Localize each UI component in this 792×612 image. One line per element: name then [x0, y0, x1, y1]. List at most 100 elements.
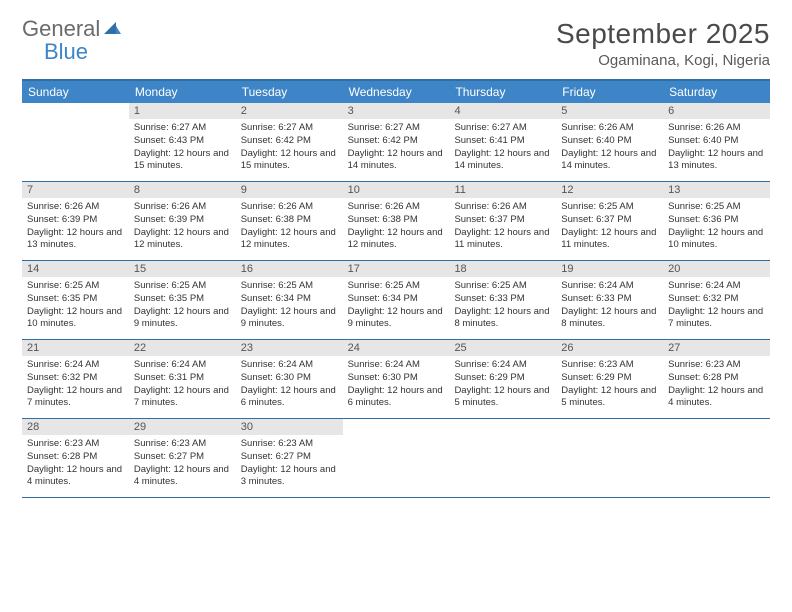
day-body: Sunrise: 6:27 AMSunset: 6:42 PMDaylight:…: [236, 119, 343, 178]
day-cell: 26Sunrise: 6:23 AMSunset: 6:29 PMDayligh…: [556, 340, 663, 418]
daylight-line: Daylight: 12 hours and 10 minutes.: [668, 227, 765, 253]
day-cell: 10Sunrise: 6:26 AMSunset: 6:38 PMDayligh…: [343, 182, 450, 260]
header: General Blue September 2025 Ogaminana, K…: [22, 18, 770, 69]
sunset-line: Sunset: 6:37 PM: [561, 214, 658, 227]
day-number: 29: [129, 419, 236, 435]
day-body: Sunrise: 6:24 AMSunset: 6:30 PMDaylight:…: [343, 356, 450, 415]
sunset-line: Sunset: 6:38 PM: [241, 214, 338, 227]
sunset-line: Sunset: 6:39 PM: [134, 214, 231, 227]
sunrise-line: Sunrise: 6:26 AM: [27, 201, 124, 214]
day-number: 12: [556, 182, 663, 198]
day-body: Sunrise: 6:25 AMSunset: 6:35 PMDaylight:…: [129, 277, 236, 336]
sunrise-line: Sunrise: 6:24 AM: [454, 359, 551, 372]
sunrise-line: Sunrise: 6:25 AM: [134, 280, 231, 293]
daylight-line: Daylight: 12 hours and 9 minutes.: [348, 306, 445, 332]
day-body: Sunrise: 6:26 AMSunset: 6:38 PMDaylight:…: [343, 198, 450, 257]
sunset-line: Sunset: 6:31 PM: [134, 372, 231, 385]
daylight-line: Daylight: 12 hours and 7 minutes.: [668, 306, 765, 332]
daylight-line: Daylight: 12 hours and 6 minutes.: [348, 385, 445, 411]
daylight-line: Daylight: 12 hours and 15 minutes.: [241, 148, 338, 174]
sunrise-line: Sunrise: 6:25 AM: [668, 201, 765, 214]
sunset-line: Sunset: 6:28 PM: [668, 372, 765, 385]
daylight-line: Daylight: 12 hours and 7 minutes.: [27, 385, 124, 411]
day-number: 11: [449, 182, 556, 198]
day-cell: 23Sunrise: 6:24 AMSunset: 6:30 PMDayligh…: [236, 340, 343, 418]
sunset-line: Sunset: 6:42 PM: [348, 135, 445, 148]
sunrise-line: Sunrise: 6:26 AM: [134, 201, 231, 214]
sunset-line: Sunset: 6:43 PM: [134, 135, 231, 148]
sunrise-line: Sunrise: 6:23 AM: [561, 359, 658, 372]
sunrise-line: Sunrise: 6:23 AM: [134, 438, 231, 451]
sunrise-line: Sunrise: 6:24 AM: [668, 280, 765, 293]
month-title: September 2025: [556, 18, 770, 50]
day-number: 2: [236, 103, 343, 119]
day-cell: 24Sunrise: 6:24 AMSunset: 6:30 PMDayligh…: [343, 340, 450, 418]
daylight-line: Daylight: 12 hours and 13 minutes.: [668, 148, 765, 174]
day-number: 25: [449, 340, 556, 356]
daylight-line: Daylight: 12 hours and 12 minutes.: [241, 227, 338, 253]
day-cell: 6Sunrise: 6:26 AMSunset: 6:40 PMDaylight…: [663, 103, 770, 181]
day-number: 26: [556, 340, 663, 356]
sunrise-line: Sunrise: 6:24 AM: [27, 359, 124, 372]
day-cell: 3Sunrise: 6:27 AMSunset: 6:42 PMDaylight…: [343, 103, 450, 181]
day-body: Sunrise: 6:24 AMSunset: 6:30 PMDaylight:…: [236, 356, 343, 415]
daylight-line: Daylight: 12 hours and 5 minutes.: [454, 385, 551, 411]
week-row: 1 Sunrise: 6:27 AMSunset: 6:43 PM Daylight…: [22, 103, 770, 182]
day-number: 16: [236, 261, 343, 277]
sunset-line: Sunset: 6:39 PM: [27, 214, 124, 227]
day-cell: 25Sunrise: 6:24 AMSunset: 6:29 PMDayligh…: [449, 340, 556, 418]
daylight-line: Daylight: 12 hours and 5 minutes.: [561, 385, 658, 411]
brand-line2: Blue: [22, 39, 88, 64]
day-cell: 12Sunrise: 6:25 AMSunset: 6:37 PMDayligh…: [556, 182, 663, 260]
sunset-line: Sunset: 6:29 PM: [454, 372, 551, 385]
day-number: 15: [129, 261, 236, 277]
sunset-line: Sunset: 6:37 PM: [454, 214, 551, 227]
day-number: 6: [663, 103, 770, 119]
dow-wed: Wednesday: [343, 81, 450, 103]
daylight-line: Daylight: 12 hours and 8 minutes.: [561, 306, 658, 332]
sunrise-line: Sunrise: 6:25 AM: [454, 280, 551, 293]
day-number: 17: [343, 261, 450, 277]
daylight-line: Daylight: 12 hours and 12 minutes.: [348, 227, 445, 253]
day-number: 8: [129, 182, 236, 198]
sunrise-line: Sunrise: 6:27 AM: [134, 122, 231, 135]
day-cell: [663, 419, 770, 497]
sunset-line: Sunset: 6:28 PM: [27, 451, 124, 464]
day-cell: [343, 419, 450, 497]
dow-sun: Sunday: [22, 81, 129, 103]
daylight-line: Daylight: 12 hours and 10 minutes.: [27, 306, 124, 332]
sunrise-line: Sunrise: 6:25 AM: [241, 280, 338, 293]
dow-fri: Friday: [556, 81, 663, 103]
day-body: Sunrise: 6:26 AMSunset: 6:38 PMDaylight:…: [236, 198, 343, 257]
day-number: 5: [556, 103, 663, 119]
sunset-line: Sunset: 6:34 PM: [241, 293, 338, 306]
weeks-container: 1 Sunrise: 6:27 AMSunset: 6:43 PM Daylight…: [22, 103, 770, 498]
sunset-line: Sunset: 6:40 PM: [561, 135, 658, 148]
day-cell: [449, 419, 556, 497]
sunrise-line: Sunrise: 6:24 AM: [134, 359, 231, 372]
day-cell: 22Sunrise: 6:24 AMSunset: 6:31 PMDayligh…: [129, 340, 236, 418]
sunset-line: Sunset: 6:36 PM: [668, 214, 765, 227]
day-body: Sunrise: 6:27 AMSunset: 6:42 PMDaylight:…: [343, 119, 450, 178]
day-body: Sunrise: 6:23 AMSunset: 6:27 PMDaylight:…: [129, 435, 236, 494]
dow-mon: Monday: [129, 81, 236, 103]
day-body: Sunrise: 6:24 AMSunset: 6:29 PMDaylight:…: [449, 356, 556, 415]
day-cell: 9Sunrise: 6:26 AMSunset: 6:38 PMDaylight…: [236, 182, 343, 260]
sunset-line: Sunset: 6:33 PM: [561, 293, 658, 306]
day-cell: 1Sunrise: 6:27 AMSunset: 6:43 PMDaylight…: [129, 103, 236, 181]
day-cell: 20Sunrise: 6:24 AMSunset: 6:32 PMDayligh…: [663, 261, 770, 339]
sunrise-line: Sunrise: 6:26 AM: [454, 201, 551, 214]
day-number: 1: [129, 103, 236, 119]
day-cell: 11Sunrise: 6:26 AMSunset: 6:37 PMDayligh…: [449, 182, 556, 260]
day-number: 9: [236, 182, 343, 198]
day-number: 4: [449, 103, 556, 119]
day-cell: 14Sunrise: 6:25 AMSunset: 6:35 PMDayligh…: [22, 261, 129, 339]
day-number: 27: [663, 340, 770, 356]
title-block: September 2025 Ogaminana, Kogi, Nigeria: [556, 18, 770, 69]
daylight-line: Daylight: 12 hours and 3 minutes.: [241, 464, 338, 490]
daylight-line: Daylight: 12 hours and 14 minutes.: [348, 148, 445, 174]
sunset-line: Sunset: 6:27 PM: [134, 451, 231, 464]
daylight-line: Daylight: 12 hours and 7 minutes.: [134, 385, 231, 411]
sunrise-line: Sunrise: 6:24 AM: [241, 359, 338, 372]
day-body: Sunrise: 6:27 AMSunset: 6:41 PMDaylight:…: [449, 119, 556, 178]
